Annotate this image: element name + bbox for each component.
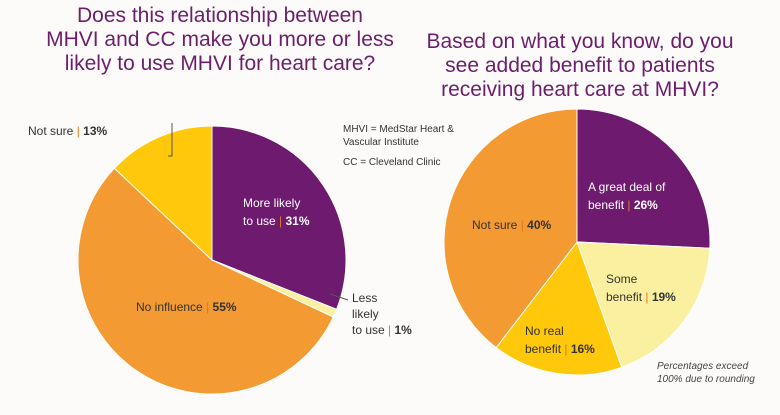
footnote: Percentages exceed 100% due to rounding bbox=[657, 361, 755, 385]
right-chart-title: Based on what you know, do you see added… bbox=[426, 30, 734, 101]
slice-label-a-great-deal-of-benefit: A great deal of benefit | 26% bbox=[588, 180, 666, 212]
left-chart-title: Does this relationship between MHVI and … bbox=[46, 4, 394, 75]
slice-label-some-benefit: Some benefit | 19% bbox=[606, 272, 676, 304]
slice-label-more-likely-to-use: More likely to use | 31% bbox=[243, 196, 310, 228]
slice-label-no-influence: No influence | 55% bbox=[136, 300, 237, 314]
pie-slice-more-likely-to-use bbox=[211, 125, 347, 310]
legend-cc: CC = Cleveland Clinic bbox=[343, 157, 441, 168]
pie-slice-no-real-benefit bbox=[495, 240, 623, 376]
pie-slice-not-sure bbox=[113, 125, 213, 262]
pie-slice-no-influence bbox=[77, 167, 334, 395]
slice-label-not-sure: Not sure | 40% bbox=[472, 218, 552, 232]
right-pie-chart: A great deal of benefit | 26% Some benefit … bbox=[443, 108, 711, 376]
left-pie-chart: More likely to use | 31% Less likely to use … bbox=[28, 123, 412, 395]
slice-label-no-real-benefit: No real benefit | 16% bbox=[525, 324, 595, 356]
slice-value-no-real-benefit: 16% bbox=[571, 342, 595, 356]
slice-value-more-likely-to-use: 31% bbox=[286, 214, 310, 228]
slice-label-not-sure: Not sure | 13% bbox=[28, 124, 108, 138]
legend-mhvi: MHVI = MedStar Heart & Vascular Institut… bbox=[343, 124, 454, 148]
not-sure-leader-line bbox=[168, 123, 173, 157]
slice-value-no-influence: 55% bbox=[213, 300, 237, 314]
slice-value-not-sure: 40% bbox=[527, 218, 551, 232]
slice-value-some-benefit: 19% bbox=[652, 290, 676, 304]
slice-value-less-likely-to-use: 1% bbox=[395, 323, 413, 337]
pie-slice-not-sure bbox=[443, 108, 578, 349]
pie-slice-a-great-deal-of-benefit bbox=[576, 108, 711, 249]
pie-slice-some-benefit bbox=[576, 241, 711, 368]
slice-value-not-sure: 13% bbox=[83, 124, 107, 138]
less-likely-leader-line bbox=[329, 293, 349, 301]
slice-label-less-likely-to-use: Less likely to use | 1% bbox=[352, 291, 412, 337]
slice-value-a-great-deal-of-benefit: 26% bbox=[634, 198, 658, 212]
